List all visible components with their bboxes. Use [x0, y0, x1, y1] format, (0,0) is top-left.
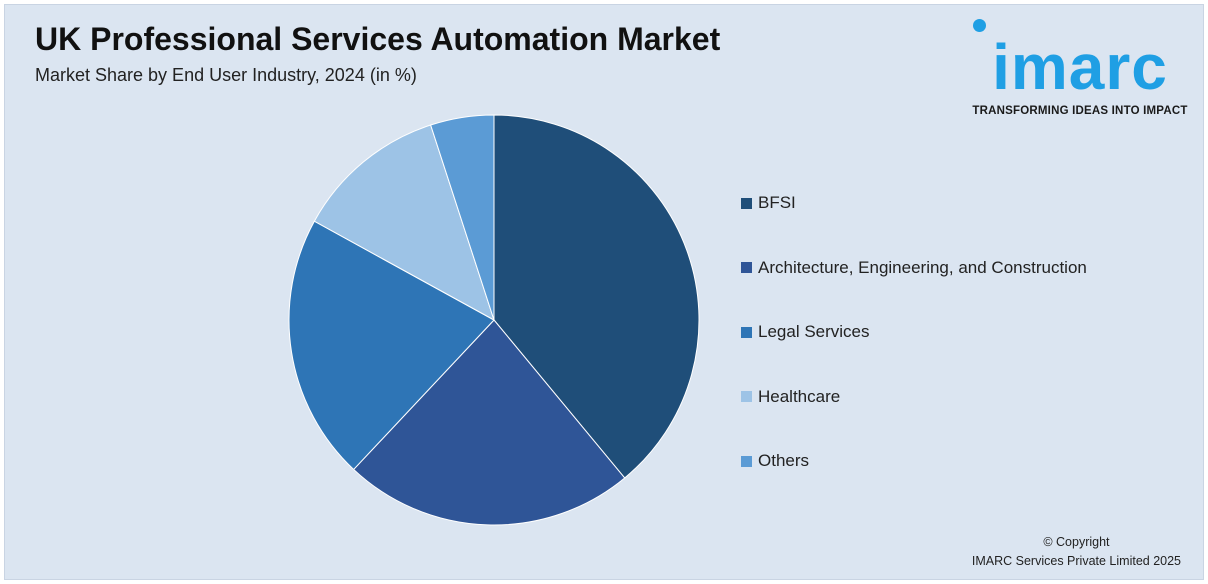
- legend-item-1: Architecture, Engineering, and Construct…: [741, 256, 1087, 280]
- legend-item-3: Healthcare: [741, 385, 1087, 409]
- legend-swatch: [741, 262, 752, 273]
- legend-swatch: [741, 197, 752, 209]
- legend-label: Others: [758, 451, 810, 470]
- legend-label: Architecture, Engineering, and Construct…: [758, 257, 1087, 277]
- pie-slice-2: [288, 220, 495, 471]
- copyright-line-2: IMARC Services Private Limited 2025: [971, 554, 1181, 568]
- legend-item-2: Legal Services: [741, 320, 1087, 344]
- pie-slice-4: [430, 114, 495, 321]
- chart-title: UK Professional Services Automation Mark…: [35, 21, 721, 57]
- legend-label: Healthcare: [758, 386, 841, 406]
- legend-swatch: [741, 455, 752, 467]
- chart-legend: BFSI Architecture, Engineering, and Const…: [741, 191, 1087, 514]
- legend-label: BFSI: [758, 193, 796, 212]
- legend-swatch: [741, 391, 752, 402]
- copyright-notice: © Copyright IMARC Services Private Limit…: [972, 533, 1181, 571]
- logo-tagline: TRANSFORMING IDEAS INTO IMPACT: [972, 105, 1188, 117]
- logo-wordmark: imarc: [992, 31, 1168, 103]
- imarc-logo: imarc TRANSFORMING IDEAS INTO IMPACT: [963, 17, 1197, 121]
- legend-swatch: [741, 326, 752, 338]
- legend-item-4: Others: [741, 449, 1087, 473]
- pie-slice-1: [352, 319, 626, 526]
- legend-label: Legal Services: [758, 322, 870, 341]
- legend-item-0: BFSI: [741, 191, 1087, 215]
- logo-dot-icon: [973, 19, 986, 32]
- pie-slice-3: [313, 124, 495, 322]
- pie-slice-0: [493, 114, 700, 479]
- copyright-line-1: © Copyright: [1043, 535, 1110, 549]
- pie-chart: [288, 114, 700, 526]
- chart-subtitle: Market Share by End User Industry, 2024 …: [35, 65, 417, 85]
- chart-frame: UK Professional Services Automation Mark…: [4, 4, 1204, 580]
